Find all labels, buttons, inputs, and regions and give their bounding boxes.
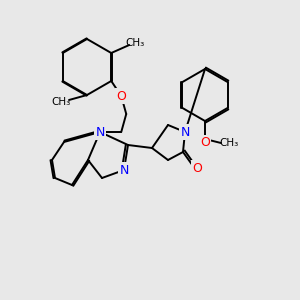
Text: N: N xyxy=(119,164,129,176)
Text: N: N xyxy=(95,125,105,139)
Text: O: O xyxy=(200,136,210,149)
Text: O: O xyxy=(192,161,202,175)
Text: CH₃: CH₃ xyxy=(51,97,70,107)
Text: CH₃: CH₃ xyxy=(126,38,145,48)
Text: N: N xyxy=(180,125,190,139)
Text: O: O xyxy=(116,89,126,103)
Text: CH₃: CH₃ xyxy=(219,138,238,148)
